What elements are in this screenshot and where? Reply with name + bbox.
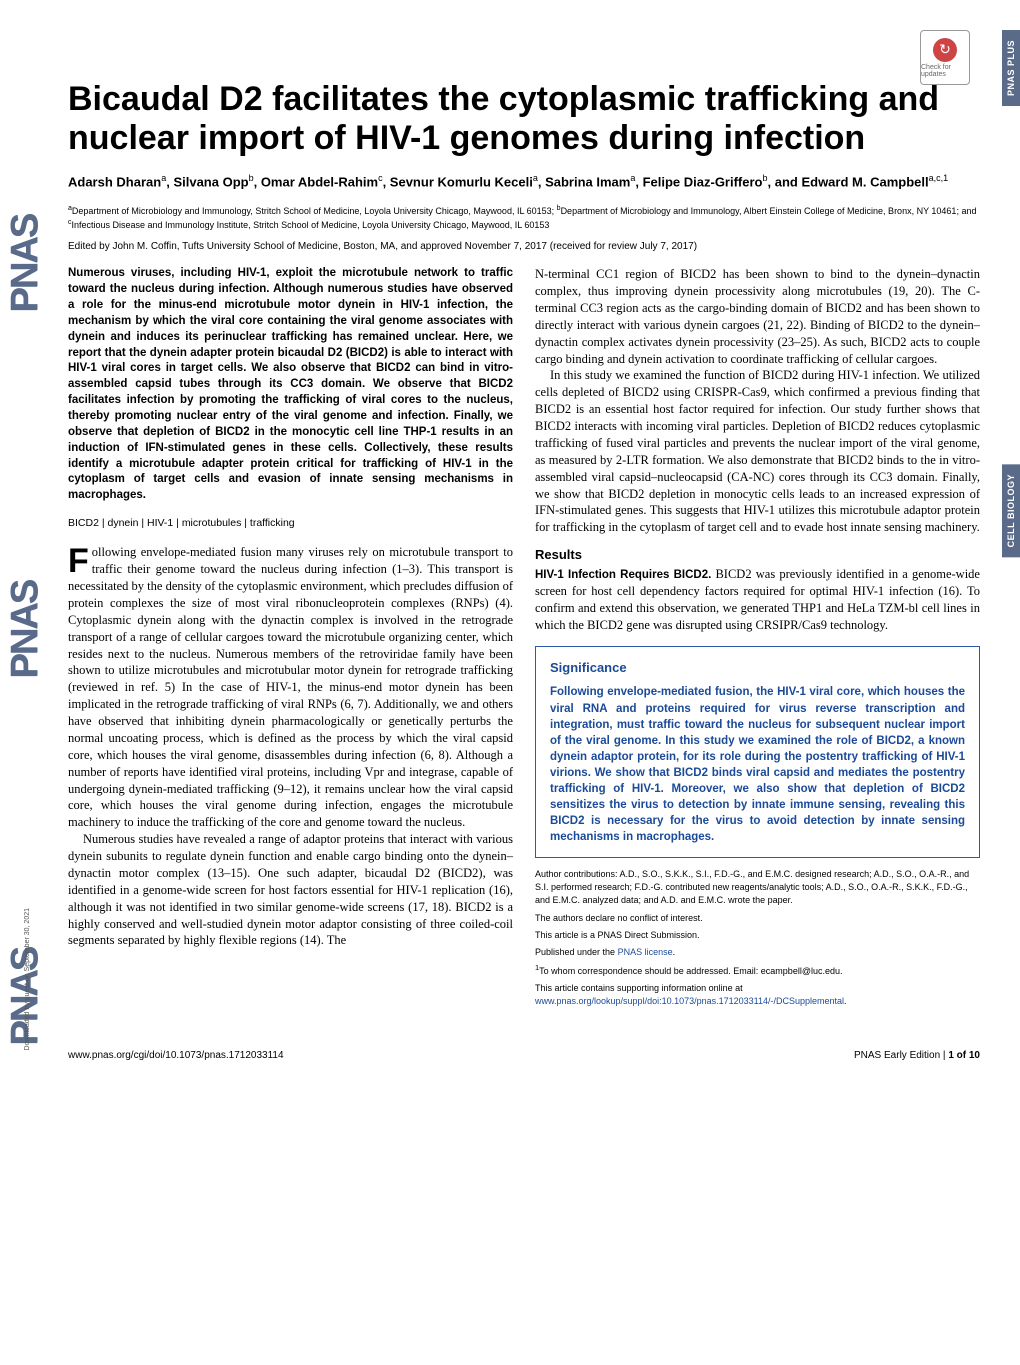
author-contributions: Author contributions: A.D., S.O., S.K.K.…: [535, 868, 980, 907]
dropcap: F: [68, 544, 92, 576]
abstract: Numerous viruses, including HIV-1, explo…: [68, 266, 513, 504]
side-tabs: PNAS PLUS CELL BIOLOGY: [1002, 30, 1020, 557]
pnas-license-link[interactable]: PNAS license: [618, 947, 673, 957]
significance-body: Following envelope-mediated fusion, the …: [550, 684, 965, 845]
keywords: BICD2 | dynein | HIV-1 | microtubules | …: [68, 516, 513, 530]
tab-pnas-plus: PNAS PLUS: [1002, 30, 1020, 106]
tab-cell-biology: CELL BIOLOGY: [1002, 464, 1020, 557]
footer-page-info: PNAS Early Edition | 1 of 10: [854, 1050, 980, 1061]
footnotes: Author contributions: A.D., S.O., S.K.K.…: [535, 868, 980, 1007]
body-paragraph: N-terminal CC1 region of BICD2 has been …: [535, 266, 980, 367]
body-paragraph: In this study we examined the function o…: [535, 367, 980, 536]
check-updates-badge[interactable]: ↻ Check for updates: [920, 30, 970, 85]
section-heading-results: Results: [535, 546, 980, 564]
authors: Adarsh Dharana, Silvana Oppb, Omar Abdel…: [68, 172, 980, 192]
supporting-info: This article contains supporting informa…: [535, 982, 980, 1008]
doi-link[interactable]: www.pnas.org/cgi/doi/10.1073/pnas.171203…: [68, 1050, 284, 1061]
significance-heading: Significance: [550, 659, 965, 677]
body-text: ollowing envelope-mediated fusion many v…: [68, 545, 513, 829]
footer-doi: www.pnas.org/cgi/doi/10.1073/pnas.171203…: [68, 1050, 284, 1061]
article-title: Bicaudal D2 facilitates the cytoplasmic …: [68, 80, 980, 158]
page-number: 1 of 10: [948, 1050, 980, 1061]
column-right: N-terminal CC1 region of BICD2 has been …: [535, 266, 980, 1012]
edited-by: Edited by John M. Coffin, Tufts Universi…: [68, 241, 980, 252]
conflict-of-interest: The authors declare no conflict of inter…: [535, 912, 980, 925]
column-left: Numerous viruses, including HIV-1, explo…: [68, 266, 513, 1012]
license: Published under the PNAS license.: [535, 946, 980, 959]
body-paragraph: Numerous studies have revealed a range o…: [68, 831, 513, 949]
correspondence: 1To whom correspondence should be addres…: [535, 963, 980, 978]
subsection-heading: HIV-1 Infection Requires BICD2.: [535, 569, 711, 581]
two-column-body: Numerous viruses, including HIV-1, explo…: [68, 266, 980, 1012]
direct-submission: This article is a PNAS Direct Submission…: [535, 929, 980, 942]
affiliations: aDepartment of Microbiology and Immunolo…: [68, 204, 980, 231]
page: PNAS PLUS CELL BIOLOGY ↻ Check for updat…: [0, 0, 1020, 1091]
significance-box: Significance Following envelope-mediated…: [535, 646, 980, 858]
body-paragraph: Following envelope-mediated fusion many …: [68, 544, 513, 831]
check-updates-label: Check for updates: [921, 64, 969, 78]
page-footer: www.pnas.org/cgi/doi/10.1073/pnas.171203…: [68, 1042, 980, 1061]
check-updates-icon: ↻: [933, 38, 957, 62]
body-paragraph: HIV-1 Infection Requires BICD2. BICD2 wa…: [535, 566, 980, 634]
si-link[interactable]: www.pnas.org/lookup/suppl/doi:10.1073/pn…: [535, 996, 844, 1006]
